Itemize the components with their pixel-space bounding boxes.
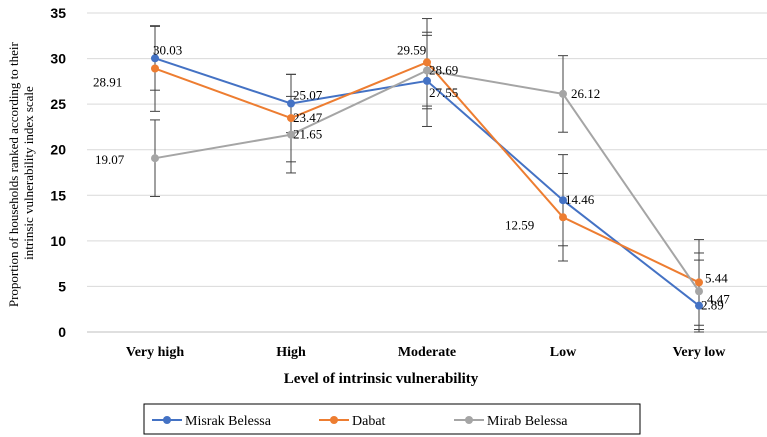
x-category-label: Very low bbox=[673, 345, 727, 360]
data-label: 26.12 bbox=[571, 86, 600, 101]
y-tick-label: 15 bbox=[50, 187, 66, 203]
data-label: 4.47 bbox=[707, 291, 730, 306]
legend: Misrak Belessa Dabat Mirab Belessa bbox=[143, 403, 641, 435]
data-point bbox=[695, 287, 703, 296]
y-tick-label: 30 bbox=[50, 51, 66, 67]
y-tick-label: 5 bbox=[58, 278, 66, 294]
x-axis-categories: Very high High Moderate Low Very low bbox=[126, 345, 726, 360]
data-label: 5.44 bbox=[705, 270, 728, 285]
data-point bbox=[695, 278, 703, 287]
x-category-label: Moderate bbox=[398, 345, 456, 360]
x-category-label: Very high bbox=[126, 345, 184, 360]
y-axis-title: Proportion of households ranked accordin… bbox=[6, 39, 36, 307]
legend-label: Misrak Belessa bbox=[185, 414, 272, 429]
x-category-label: High bbox=[276, 345, 306, 360]
data-label: 2.89 bbox=[701, 298, 724, 313]
data-label: 14.46 bbox=[565, 192, 595, 207]
data-point bbox=[559, 213, 567, 222]
y-tick-label: 35 bbox=[50, 5, 66, 21]
data-point bbox=[423, 66, 431, 75]
data-label: 28.69 bbox=[429, 63, 458, 78]
y-tick-label: 0 bbox=[58, 324, 66, 340]
data-point bbox=[151, 54, 159, 63]
y-tick-label: 25 bbox=[50, 96, 66, 112]
data-point bbox=[559, 89, 567, 98]
legend-marker bbox=[330, 416, 338, 424]
data-point bbox=[423, 76, 431, 85]
series-points bbox=[151, 54, 703, 310]
legend-label: Mirab Belessa bbox=[487, 414, 568, 429]
data-point bbox=[151, 154, 159, 163]
y-tick-label: 20 bbox=[50, 142, 66, 158]
data-label: 30.03 bbox=[153, 42, 182, 57]
data-label: 27.55 bbox=[429, 85, 458, 100]
data-point bbox=[151, 64, 159, 73]
y-axis-ticks: 0 5 10 15 20 25 30 35 bbox=[50, 5, 66, 340]
data-label: 12.59 bbox=[505, 217, 534, 232]
data-point bbox=[559, 196, 567, 205]
x-axis-title: Level of intrinsic vulnerability bbox=[284, 371, 479, 387]
data-point bbox=[287, 114, 295, 123]
legend-box bbox=[143, 403, 641, 435]
data-label: 28.91 bbox=[93, 75, 122, 90]
legend-marker bbox=[163, 416, 171, 424]
y-axis-title-line-1: Proportion of households ranked accordin… bbox=[6, 41, 21, 307]
y-axis-title-line-2: intrinsic vulnerability index scale bbox=[21, 86, 36, 260]
data-point bbox=[695, 301, 703, 310]
data-labels: 30.03 25.07 27.55 14.46 2.89 28.91 23.47 29.59 1… bbox=[93, 42, 730, 312]
legend-marker bbox=[465, 416, 473, 424]
data-label: 19.07 bbox=[95, 152, 125, 167]
data-label: 23.47 bbox=[293, 110, 323, 125]
y-tick-label: 10 bbox=[50, 233, 66, 249]
data-label: 29.59 bbox=[397, 42, 426, 57]
data-point bbox=[287, 99, 295, 108]
data-label: 25.07 bbox=[293, 88, 323, 103]
x-category-label: Low bbox=[550, 345, 577, 360]
data-label: 21.65 bbox=[293, 127, 322, 142]
legend-label: Dabat bbox=[352, 414, 386, 429]
data-point bbox=[287, 130, 295, 139]
data-point bbox=[423, 58, 431, 67]
